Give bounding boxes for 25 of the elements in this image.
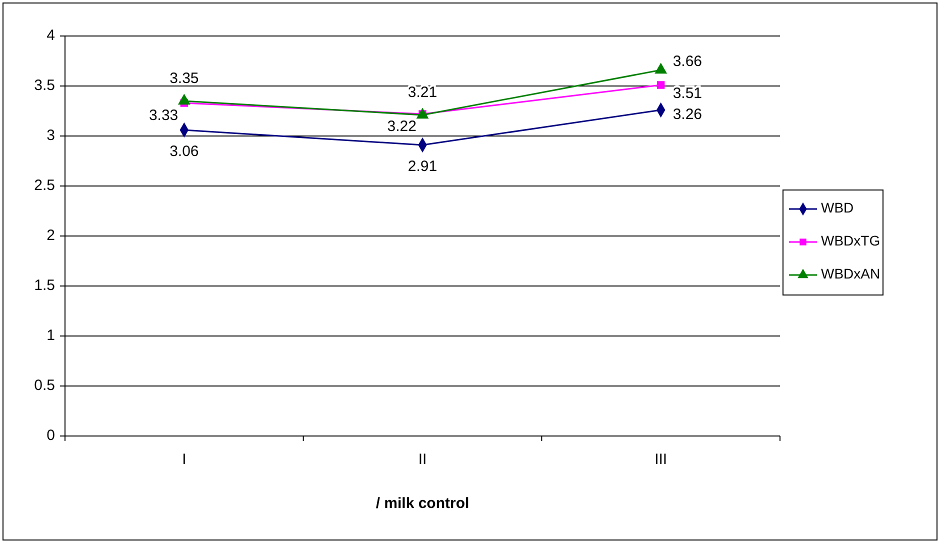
data-label: 3.33 <box>148 106 178 124</box>
y-tick-label: 2 <box>46 226 55 244</box>
y-tick-label: 1 <box>46 326 55 344</box>
y-tick-label: 3.5 <box>34 76 55 94</box>
y-tick-label: 2.5 <box>34 176 55 194</box>
y-tick-label: 0 <box>46 426 55 444</box>
data-label: 2.91 <box>408 158 438 175</box>
legend-label: WBD <box>821 200 854 216</box>
data-label: 3.06 <box>170 142 199 160</box>
data-label: 3.35 <box>170 70 199 87</box>
x-tick-label: III <box>654 451 668 468</box>
data-label: 3.51 <box>672 84 702 102</box>
y-tick-label: 3 <box>46 126 55 144</box>
x-tick-label: II <box>418 451 427 468</box>
data-label: 3.66 <box>672 52 702 70</box>
x-axis-title: / milk control <box>376 495 470 512</box>
data-label: 3.21 <box>408 84 438 101</box>
x-tick-label: I <box>182 451 186 468</box>
data-label: 3.22 <box>387 118 416 135</box>
legend-label: WBDxTG <box>821 232 880 249</box>
data-label: 3.26 <box>672 106 702 123</box>
y-tick-label: 4 <box>46 26 55 44</box>
legend-label: WBDxAN <box>821 266 880 282</box>
y-tick-label: 0.5 <box>34 376 55 394</box>
y-tick-label: 1.5 <box>34 276 55 294</box>
